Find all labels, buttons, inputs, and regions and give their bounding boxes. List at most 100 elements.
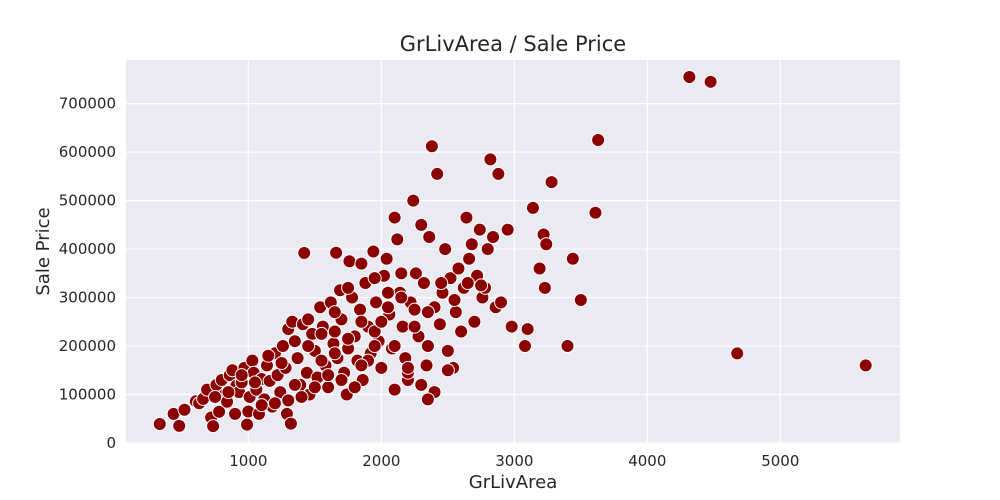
x-tick-label: 5000 — [761, 452, 799, 470]
data-point — [408, 266, 423, 281]
data-point — [354, 256, 369, 271]
data-point — [394, 266, 409, 281]
data-point — [486, 229, 501, 244]
data-point — [245, 353, 260, 368]
data-point — [565, 251, 580, 266]
data-point — [367, 339, 382, 354]
data-point — [354, 358, 369, 373]
data-point — [420, 305, 435, 320]
data-point — [206, 419, 221, 434]
x-tick-label: 1000 — [229, 452, 267, 470]
data-point — [440, 363, 455, 378]
data-point — [380, 285, 395, 300]
data-point — [228, 406, 243, 421]
data-point — [177, 402, 192, 417]
data-point — [367, 271, 382, 286]
data-point — [447, 292, 462, 307]
data-point — [703, 74, 718, 89]
data-point — [440, 343, 455, 358]
data-point — [491, 166, 506, 181]
y-tick-label: 300000 — [59, 289, 116, 307]
data-point — [467, 314, 482, 329]
x-tick-label: 4000 — [628, 452, 666, 470]
data-point — [504, 319, 519, 334]
data-point — [430, 166, 445, 181]
data-point — [520, 322, 535, 337]
data-point — [287, 377, 302, 392]
data-point — [212, 404, 227, 419]
data-point — [459, 210, 474, 225]
data-point — [414, 217, 429, 232]
data-point — [422, 229, 437, 244]
data-point — [544, 175, 559, 190]
data-point — [416, 276, 431, 291]
data-point — [283, 416, 298, 431]
y-tick-label: 500000 — [59, 192, 116, 210]
data-point — [374, 314, 389, 329]
data-point — [353, 302, 368, 317]
data-point — [517, 339, 532, 354]
data-point — [234, 368, 249, 383]
data-point — [240, 417, 255, 432]
data-point — [341, 280, 356, 295]
data-point — [390, 232, 405, 247]
data-point — [400, 360, 415, 375]
data-point — [342, 254, 357, 269]
data-point — [334, 372, 349, 387]
data-point — [290, 351, 305, 366]
data-point — [321, 380, 336, 395]
data-point — [588, 205, 603, 220]
data-point — [474, 278, 489, 293]
data-point — [494, 295, 509, 310]
data-point — [341, 331, 356, 346]
data-point — [314, 326, 329, 341]
data-point — [420, 392, 435, 407]
data-point — [314, 353, 329, 368]
grid-lines — [126, 60, 900, 444]
data-point — [254, 398, 269, 413]
data-point — [525, 200, 540, 215]
data-point — [366, 244, 381, 259]
data-point — [380, 300, 395, 315]
data-point — [451, 261, 466, 276]
data-point — [454, 324, 469, 339]
data-point — [274, 356, 289, 371]
data-point — [387, 382, 402, 397]
data-point — [221, 385, 236, 400]
y-axis-label: Sale Price — [33, 207, 54, 295]
data-point — [287, 334, 302, 349]
data-point — [500, 222, 515, 237]
data-point — [395, 319, 410, 334]
data-point — [537, 280, 552, 295]
data-point — [329, 245, 344, 260]
data-point — [379, 251, 394, 266]
data-point — [406, 193, 421, 208]
data-point — [560, 339, 575, 354]
y-tick-label: 0 — [106, 434, 116, 452]
data-point — [248, 375, 262, 390]
data-point — [387, 339, 402, 354]
data-points — [152, 69, 873, 434]
tick-labels: 1000 2000 3000 4000 5000 0 100000 200000 300000 4… — [59, 95, 800, 470]
data-point — [354, 314, 369, 329]
x-tick-label: 2000 — [362, 452, 400, 470]
data-point — [374, 360, 389, 375]
data-point — [347, 380, 362, 395]
data-point — [307, 380, 322, 395]
data-point — [448, 305, 463, 320]
data-point — [208, 389, 223, 404]
data-point — [420, 339, 435, 354]
data-point — [591, 132, 606, 147]
data-point — [152, 416, 167, 431]
data-point — [294, 389, 309, 404]
y-tick-label: 400000 — [59, 240, 116, 258]
data-point — [301, 339, 316, 354]
data-point — [367, 324, 382, 339]
chart-title: GrLivArea / Sale Price — [400, 32, 626, 56]
data-point — [539, 237, 554, 252]
data-point — [730, 346, 745, 361]
data-point — [172, 418, 187, 433]
data-point — [419, 358, 434, 373]
